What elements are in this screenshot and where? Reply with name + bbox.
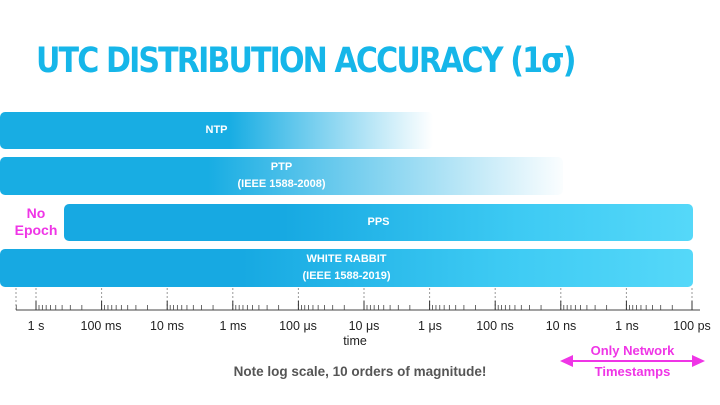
bar-ptp: PTP (IEEE 1588-2008) — [0, 157, 563, 195]
double-arrow-icon — [560, 355, 705, 367]
bar-white-rabbit: WHITE RABBIT (IEEE 1588-2019) — [0, 249, 693, 287]
log-scale-note: Note log scale, 10 orders of magnitude! — [233, 364, 487, 379]
x-axis — [15, 288, 700, 311]
tick-label-10ns: 10 ns — [545, 319, 577, 333]
no-epoch-line-2: Epoch — [14, 222, 58, 238]
tick-label-100us: 100 μs — [279, 319, 317, 333]
tick-label-1s: 1 s — [27, 319, 45, 333]
tick-label-10ms: 10 ms — [149, 319, 185, 333]
tick-label-1ns: 1 ns — [615, 319, 639, 333]
no-epoch-annotation: No Epoch — [4, 205, 68, 239]
network-annotation-line-2: Timestamps — [594, 364, 671, 379]
bar-ptp-sublabel: (IEEE 1588-2008) — [237, 178, 326, 190]
tick-label-100ns: 100 ns — [476, 319, 514, 333]
chart-title: UTC DISTRIBUTION ACCURACY (1σ) — [36, 41, 576, 81]
network-timestamps-annotation: Only Network Timestamps — [560, 344, 705, 378]
bar-ntp-label: NTP — [205, 124, 228, 136]
network-annotation-line-1: Only Network — [590, 343, 675, 358]
no-epoch-line-1: No — [26, 205, 46, 221]
bar-white-rabbit-sublabel: (IEEE 1588-2019) — [302, 270, 391, 282]
tick-label-100ms: 100 ms — [80, 319, 122, 333]
tick-label-1us: 1 μs — [418, 319, 442, 333]
bar-pps: PPS — [64, 204, 693, 241]
tick-label-10us: 10 μs — [348, 319, 380, 333]
tick-label-100ps: 100 ps — [673, 319, 711, 333]
x-axis-label: time — [343, 334, 367, 348]
bar-pps-label: PPS — [367, 216, 390, 228]
bar-ntp: NTP — [0, 112, 433, 149]
tick-label-1ms: 1 ms — [219, 319, 247, 333]
bar-white-rabbit-label: WHITE RABBIT — [306, 253, 387, 265]
bar-ptp-label: PTP — [270, 161, 293, 173]
